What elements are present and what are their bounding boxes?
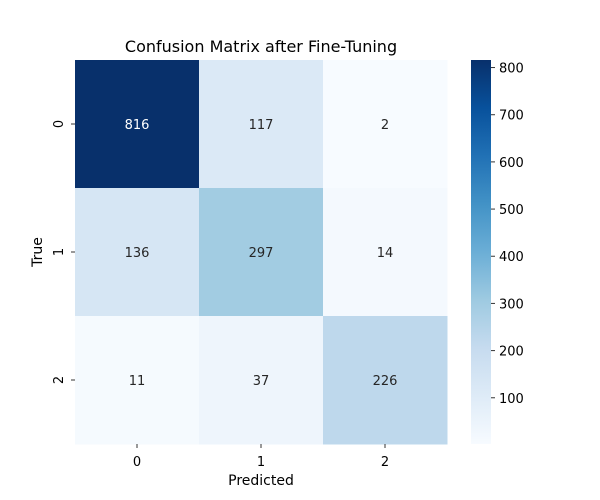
heatmap-cell-0-0 — [75, 60, 200, 189]
x-axis-label: Predicted — [228, 473, 294, 489]
cell-value-label-1-2: 14 — [377, 246, 394, 261]
colorbar-tick-label: 700 — [499, 109, 524, 124]
y-axis-label: True — [30, 237, 46, 268]
cell-value-label-1-0: 136 — [125, 246, 150, 261]
heatmap-cell-0-1 — [199, 60, 324, 189]
heatmap-cell-2-2 — [323, 316, 448, 445]
cell-value-label-0-2: 2 — [381, 118, 389, 133]
colorbar-tick-label: 400 — [499, 250, 524, 265]
x-axis-ticks: 0 1 2 — [133, 444, 389, 470]
colorbar — [471, 60, 491, 444]
cell-value-label-0-1: 117 — [249, 118, 274, 133]
x-tick-label: 1 — [257, 455, 265, 470]
heatmap-cell-0-2 — [323, 60, 448, 189]
y-tick-label: 2 — [52, 376, 67, 384]
heatmap-cell-1-1 — [199, 188, 324, 317]
cell-value-label-2-0: 11 — [129, 374, 146, 389]
cell-value-label-2-2: 226 — [373, 374, 398, 389]
colorbar-tick-label: 200 — [499, 345, 524, 360]
heatmap-cell-2-1 — [199, 316, 324, 445]
chart-title: Confusion Matrix after Fine-Tuning — [125, 37, 397, 56]
heatmap-cell-labels: 816 117 2 136 297 14 11 37 226 — [125, 118, 398, 389]
heatmap-cell-1-0 — [75, 188, 200, 317]
heatmap-cell-1-2 — [323, 188, 448, 317]
x-tick-label: 2 — [381, 455, 389, 470]
colorbar-ticks: 100 200 300 400 500 600 700 800 — [491, 62, 524, 407]
colorbar-tick-label: 500 — [499, 203, 524, 218]
colorbar-tick-label: 100 — [499, 392, 524, 407]
y-axis-ticks: 0 1 2 — [52, 120, 75, 384]
colorbar-tick-label: 600 — [499, 156, 524, 171]
colorbar-tick-label: 300 — [499, 297, 524, 312]
y-tick-label: 0 — [52, 120, 67, 128]
cell-value-label-2-1: 37 — [253, 374, 270, 389]
heatmap-cell-2-0 — [75, 316, 200, 445]
heatmap-cells — [75, 60, 448, 445]
x-tick-label: 0 — [133, 455, 141, 470]
cell-value-label-0-0: 816 — [125, 118, 150, 133]
cell-value-label-1-1: 297 — [249, 246, 274, 261]
colorbar-tick-label: 800 — [499, 62, 524, 77]
y-tick-label: 1 — [52, 248, 67, 256]
